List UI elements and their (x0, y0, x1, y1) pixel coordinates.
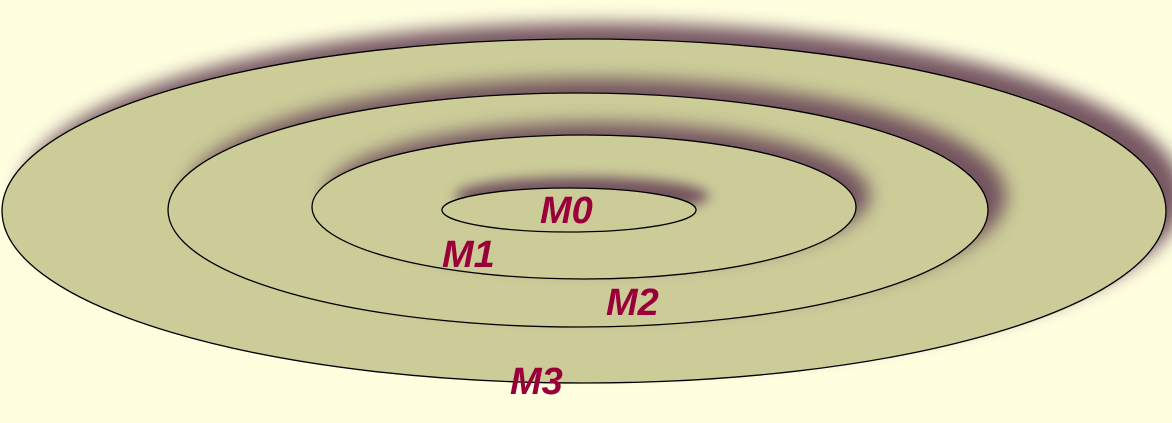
label-m2: M2 (606, 282, 659, 324)
label-m3: M3 (510, 361, 563, 403)
ellipse-m0 (441, 187, 697, 233)
label-m0: M0 (540, 190, 593, 232)
label-m1: M1 (442, 234, 495, 276)
